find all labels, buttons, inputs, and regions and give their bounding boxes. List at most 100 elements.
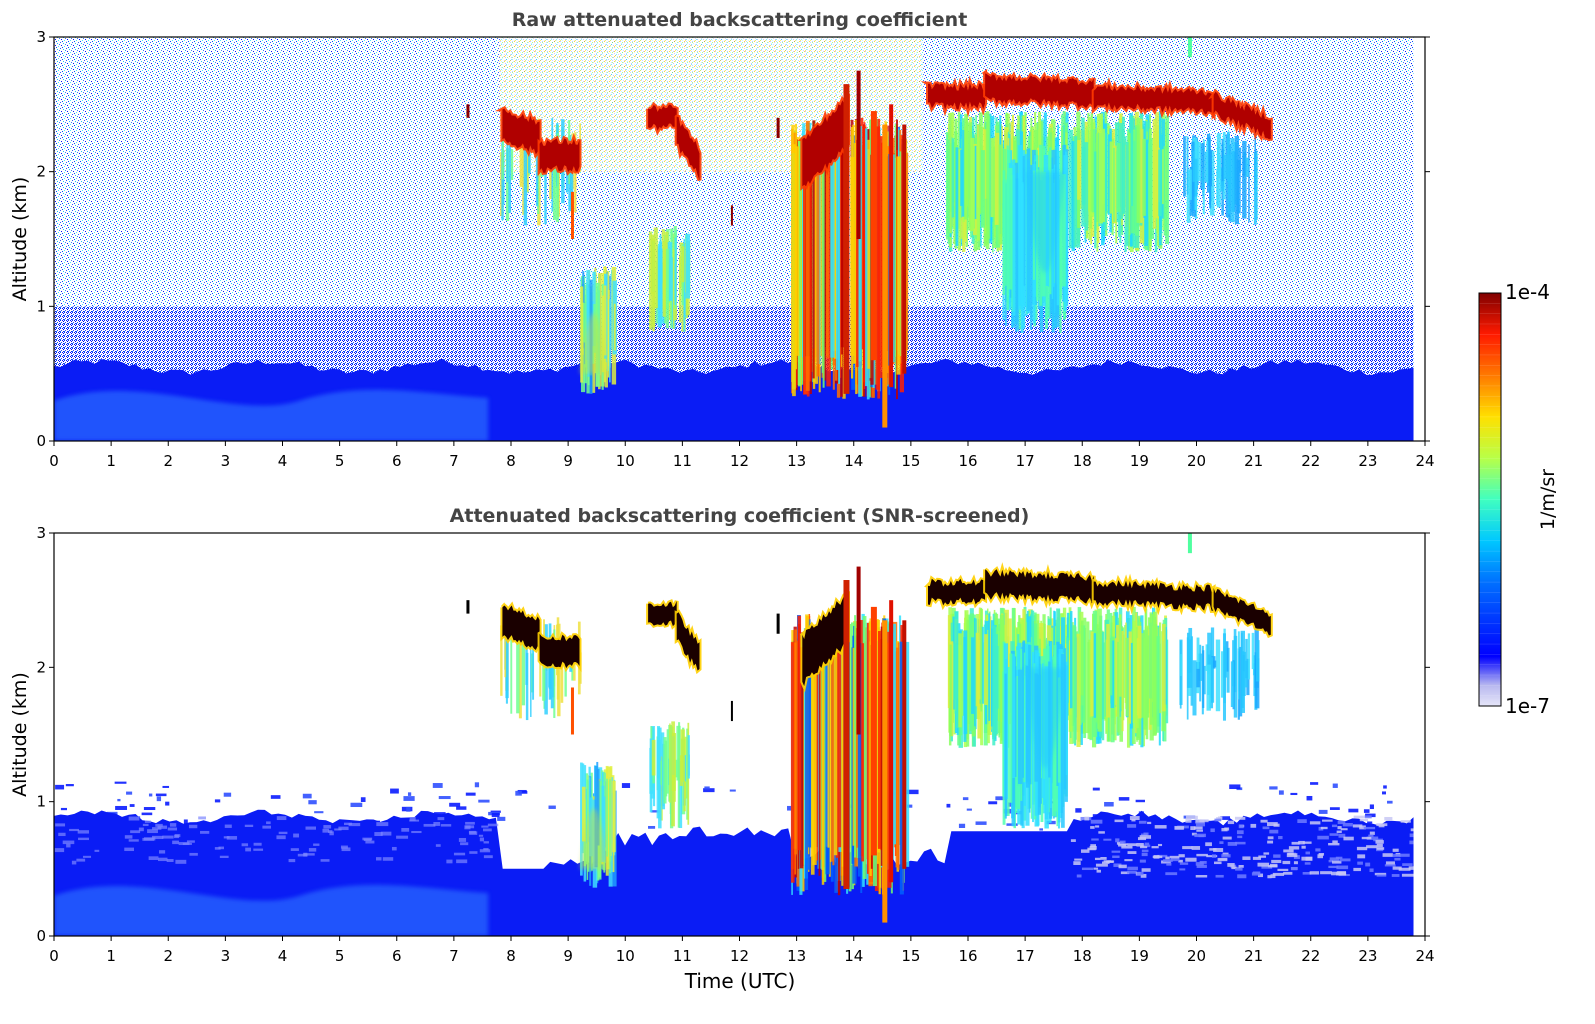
cloud-3a (928, 82, 986, 110)
x-tick-label: 1 (106, 947, 116, 965)
cloud-3b (985, 569, 1094, 604)
x-tick-label: 18 (1073, 452, 1092, 470)
colorbar-gradient (1479, 293, 1501, 706)
cloud-fragment (1187, 37, 1192, 58)
x-tick-label: 20 (1187, 947, 1206, 965)
cloud-3a (928, 578, 986, 606)
colorbar-min-label: 1e-7 (1505, 694, 1550, 718)
cloud-fragment (776, 117, 780, 138)
convective-column (889, 104, 894, 388)
x-tick-label: 4 (278, 452, 288, 470)
cloud-fragment (730, 700, 733, 722)
y-tick-label: 1 (36, 297, 46, 315)
x-tick-label: 8 (506, 452, 516, 470)
x-tick-label: 0 (49, 452, 59, 470)
cloud-2a (648, 601, 677, 627)
y-tick-label: 0 (36, 927, 46, 945)
x-tick-label: 23 (1358, 452, 1377, 470)
x-tick-label: 21 (1244, 452, 1263, 470)
x-tick-label: 1 (106, 452, 116, 470)
y-axis-label: Altitude (km) (9, 672, 31, 797)
y-tick-label: 3 (36, 28, 46, 46)
colorbar: 1e-4 1e-7 1/m/sr (1478, 280, 1559, 718)
cloud-3d (1213, 91, 1271, 140)
x-tick-label: 19 (1130, 947, 1149, 965)
convective-column (889, 600, 894, 883)
x-tick-label: 8 (506, 947, 516, 965)
cloud-fragment (466, 104, 470, 118)
colorbar-max-label: 1e-4 (1505, 280, 1550, 304)
fallstreak (570, 191, 574, 239)
convective-column (870, 606, 877, 856)
x-tick-label: 10 (616, 947, 635, 965)
chart-title: Raw attenuated backscattering coefficien… (512, 9, 968, 31)
x-tick-label: 2 (163, 947, 173, 965)
heatmap-image (54, 533, 1425, 936)
y-tick-label: 2 (36, 163, 46, 181)
virga (579, 808, 609, 869)
cloud-fragment (1187, 533, 1192, 554)
x-tick-label: 21 (1244, 947, 1263, 965)
y-tick-label: 1 (36, 793, 46, 811)
convective-column (843, 580, 850, 889)
x-tick-label: 24 (1415, 452, 1434, 470)
virga (579, 313, 609, 374)
x-tick-label: 9 (563, 947, 573, 965)
x-tick-label: 20 (1187, 452, 1206, 470)
cloud-1b (539, 633, 580, 669)
x-tick-label: 22 (1301, 452, 1320, 470)
cloud-3b (985, 72, 1094, 109)
y-tick-label: 0 (36, 432, 46, 450)
cloud-1a (502, 108, 540, 155)
x-tick-label: 3 (221, 452, 231, 470)
cloud-3c (1093, 83, 1214, 116)
cloud-4 (802, 593, 848, 687)
x-tick-label: 10 (616, 452, 635, 470)
x-tick-label: 24 (1415, 947, 1434, 965)
convective-column (870, 111, 877, 361)
x-tick-label: 13 (787, 452, 806, 470)
x-tick-label: 6 (392, 947, 402, 965)
cloud-3d (1213, 587, 1271, 636)
y-tick-label: 2 (36, 658, 46, 676)
x-tick-label: 9 (563, 452, 573, 470)
x-tick-label: 23 (1358, 947, 1377, 965)
cloud-3c (1093, 580, 1214, 611)
convective-column (856, 566, 861, 735)
x-tick-label: 2 (163, 452, 173, 470)
x-tick-label: 14 (844, 947, 863, 965)
fallstreak (570, 687, 574, 735)
x-tick-label: 11 (673, 947, 692, 965)
x-tick-label: 16 (958, 947, 977, 965)
x-tick-label: 5 (335, 947, 345, 965)
chart-title: Attenuated backscattering coefficient (S… (450, 505, 1030, 527)
x-tick-label: 19 (1130, 452, 1149, 470)
heatmap-image (54, 37, 1425, 441)
x-tick-label: 15 (901, 452, 920, 470)
x-tick-label: 4 (278, 947, 288, 965)
x-tick-label: 7 (449, 947, 459, 965)
cloud-2a (648, 104, 677, 131)
y-tick-label: 3 (36, 524, 46, 542)
x-tick-label: 13 (787, 947, 806, 965)
precipitation-core (1025, 667, 1066, 769)
x-tick-label: 6 (392, 452, 402, 470)
cloud-fragment (466, 600, 470, 614)
x-tick-label: 17 (1016, 452, 1035, 470)
cloud-2b (676, 116, 700, 181)
heatmap-panel-1: 0 1 2 3 4 5 6 7 8 9 10 11 12 13 14 15 16 17 18 19 20 21 22 23 24… (9, 9, 1435, 470)
x-tick-label: 14 (844, 452, 863, 470)
cloud-fragment (776, 613, 780, 634)
x-tick-label: 3 (221, 947, 231, 965)
colorbar-frame (1478, 292, 1502, 707)
precipitation-core (1025, 171, 1066, 273)
x-tick-label: 12 (730, 947, 749, 965)
cloud-1a (502, 605, 540, 650)
heatmap-panel-2: 0 1 2 3 4 5 6 7 8 9 10 11 12 13 14 15 16 17 18 19 20 21 22 23 24… (9, 505, 1435, 965)
cloud-1b (539, 138, 580, 173)
convective-column (843, 84, 850, 394)
convective-column (856, 70, 861, 240)
aerosol-layer (54, 389, 489, 441)
x-tick-label: 15 (901, 947, 920, 965)
